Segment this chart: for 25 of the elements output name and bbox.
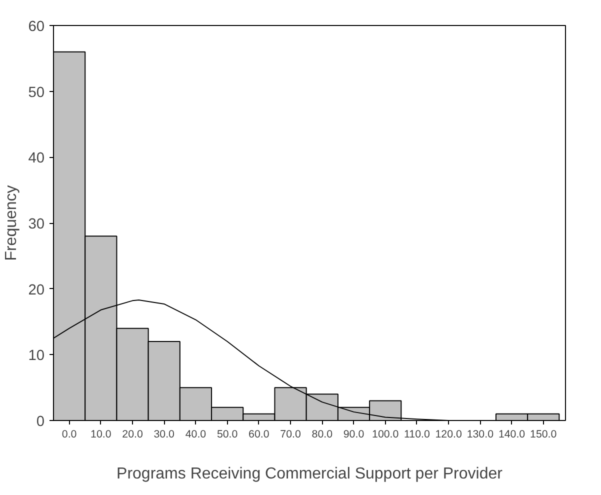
x-tick-label: 20.0 (122, 428, 143, 440)
y-tick-label: 0 (36, 414, 45, 430)
x-tick-label: 130.0 (466, 428, 494, 440)
x-tick-label: 0.0 (62, 428, 77, 440)
x-tick-label: 40.0 (185, 428, 206, 440)
x-tick-label: 80.0 (312, 428, 333, 440)
x-tick-label: 70.0 (280, 428, 301, 440)
x-tick-label: 90.0 (343, 428, 364, 440)
x-tick-label: 140.0 (498, 428, 526, 440)
x-tick-label: 50.0 (216, 428, 238, 440)
y-tick-label: 20 (28, 282, 45, 298)
x-tick-label: 10.0 (90, 428, 112, 440)
x-tick-label: 60.0 (248, 428, 270, 440)
x-tick-label: 30.0 (154, 428, 175, 440)
y-tick-label: 50 (28, 84, 45, 101)
x-tick-label: 120.0 (435, 428, 462, 440)
x-axis-title: Programs Receiving Commercial Support per Provider (116, 466, 504, 482)
y-axis-title: Frequency (3, 185, 20, 261)
y-tick-label: 30 (28, 216, 45, 232)
y-tick-label: 60 (28, 19, 45, 35)
y-tick-label: 40 (28, 150, 45, 167)
x-tick-label: 100.0 (372, 428, 399, 440)
x-tick-label: 150.0 (530, 428, 557, 440)
y-tick-label: 10 (28, 348, 45, 364)
x-tick-label: 110.0 (404, 428, 430, 440)
